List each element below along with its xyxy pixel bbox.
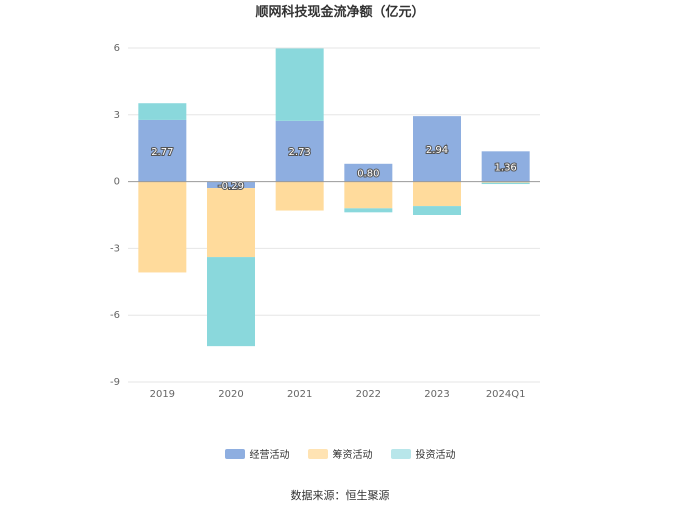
legend-item-investing[interactable]: 投资活动 bbox=[390, 446, 456, 461]
bars-layer bbox=[138, 48, 530, 347]
bar-1-2021 bbox=[275, 181, 324, 211]
bar-2-2022 bbox=[344, 208, 393, 213]
data-label: 2.77 bbox=[151, 147, 173, 158]
bar-1-2024Q1 bbox=[481, 181, 530, 183]
x-tick-label: 2021 bbox=[287, 389, 312, 400]
labels-layer: 2.77 -0.29 2.73 0.80 2.94 1.36 bbox=[150, 144, 518, 193]
bar-1-2019 bbox=[138, 181, 187, 273]
y-tick-label: -6 bbox=[110, 310, 120, 321]
bar-0-2022 bbox=[344, 163, 393, 182]
legend-item-operating[interactable]: 经营活动 bbox=[224, 446, 290, 461]
y-tick-label: 3 bbox=[114, 110, 120, 121]
legend-swatch-operating bbox=[224, 448, 245, 459]
x-tick-label: 2024Q1 bbox=[486, 389, 526, 400]
y-tick-label: -9 bbox=[110, 377, 120, 388]
bar-2-2021 bbox=[275, 48, 324, 121]
legend-label-financing: 筹资活动 bbox=[332, 450, 373, 461]
x-tick-label: 2023 bbox=[424, 389, 449, 400]
bar-2-2020 bbox=[207, 257, 255, 347]
data-label: 2.94 bbox=[426, 145, 448, 156]
bar-1-2022 bbox=[344, 181, 393, 209]
bar-0-2019 bbox=[138, 119, 187, 182]
legend-label-operating: 经营活动 bbox=[249, 450, 290, 461]
y-tick-label: 0 bbox=[114, 177, 120, 188]
x-tick-label: 2020 bbox=[218, 389, 243, 400]
legend-swatch-investing bbox=[390, 448, 411, 459]
x-tick-label: 2019 bbox=[150, 389, 175, 400]
bar-1-2023 bbox=[413, 181, 461, 207]
axis-layer: 6 3 0 -3 -6 -9 2019 2020 2021 2022 2023 2024Q1 bbox=[110, 43, 540, 400]
data-label: 2.73 bbox=[289, 147, 311, 158]
x-tick-label: 2022 bbox=[356, 389, 381, 400]
bar-2-2023 bbox=[413, 206, 461, 215]
bar-2-2019 bbox=[138, 103, 187, 120]
bar-0-2021 bbox=[275, 120, 324, 182]
y-tick-label: 6 bbox=[114, 43, 120, 54]
chart-title: 顺网科技现金流净额（亿元） bbox=[255, 4, 424, 20]
data-label: 0.80 bbox=[357, 169, 379, 180]
bar-0-2023 bbox=[413, 116, 461, 182]
data-source: 数据来源：恒生聚源 bbox=[290, 489, 390, 502]
bar-2-2024Q1 bbox=[481, 182, 530, 185]
legend-swatch-financing bbox=[307, 448, 328, 459]
legend-item-financing[interactable]: 筹资活动 bbox=[307, 446, 373, 461]
bar-1-2020 bbox=[207, 188, 255, 258]
y-tick-label: -3 bbox=[110, 243, 120, 254]
legend-label-investing: 投资活动 bbox=[415, 450, 456, 461]
bar-0-2024Q1 bbox=[481, 151, 530, 182]
grid-layer bbox=[128, 47, 540, 383]
data-label: 1.36 bbox=[495, 162, 517, 173]
bar-0-2020 bbox=[207, 181, 255, 189]
data-label: -0.29 bbox=[218, 181, 244, 192]
legend: 经营活动 筹资活动 投资活动 bbox=[0, 446, 680, 461]
